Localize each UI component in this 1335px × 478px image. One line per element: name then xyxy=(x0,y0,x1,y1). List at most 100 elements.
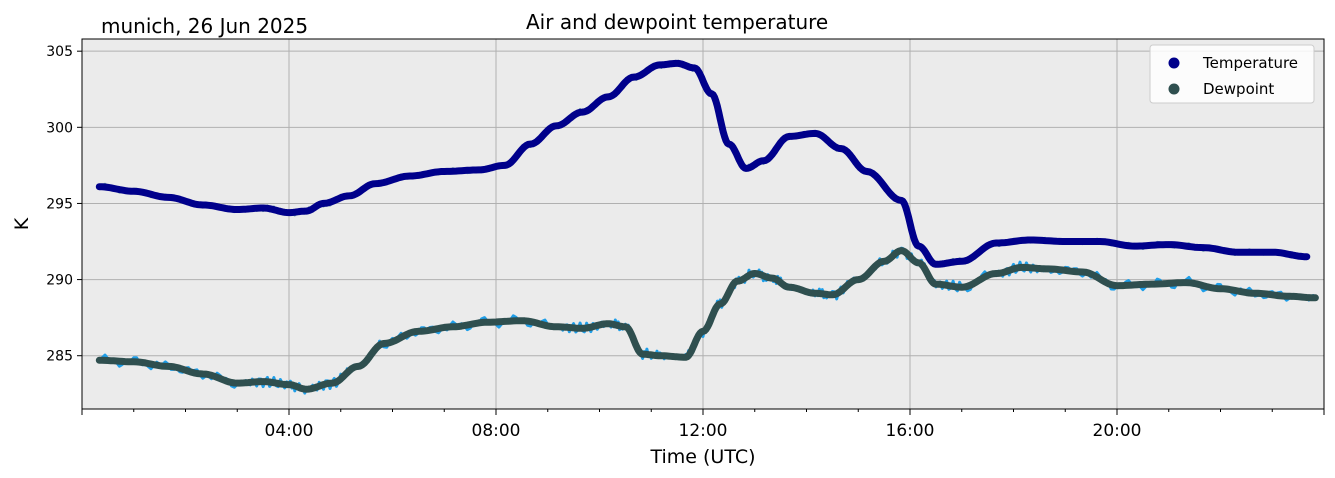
dewpoint-point xyxy=(1018,264,1026,271)
temperature-point xyxy=(234,206,241,213)
temperature-point xyxy=(837,145,845,152)
x-tick-label: 12:00 xyxy=(679,421,728,441)
dewpoint-point xyxy=(199,370,206,378)
y-tick-label: 290 xyxy=(46,273,73,289)
dewpoint-point xyxy=(354,363,362,370)
dewpoint-point xyxy=(165,363,172,370)
legend-box xyxy=(1149,44,1315,104)
dewpoint-point xyxy=(734,277,741,285)
temperature-point xyxy=(604,93,612,101)
temperature-point xyxy=(165,194,172,201)
temperature-point xyxy=(673,60,681,67)
x-tick-label: 04:00 xyxy=(265,421,314,441)
temperature-point xyxy=(579,108,586,116)
temperature-point xyxy=(1096,238,1103,245)
dewpoint-point xyxy=(1079,268,1086,276)
temperature-point xyxy=(199,201,206,209)
dewpoint-point xyxy=(1044,265,1052,273)
temperature-point xyxy=(346,192,353,200)
dewpoint-point xyxy=(786,283,793,291)
dewpoint-point xyxy=(993,270,1000,277)
dewpoint-point xyxy=(604,320,612,327)
temperature-point xyxy=(406,172,413,180)
temperature-point xyxy=(372,180,379,187)
y-axis-label: K xyxy=(11,217,33,230)
temperature-point xyxy=(527,140,534,148)
temperature-point xyxy=(725,140,733,148)
dewpoint-point xyxy=(1312,294,1319,302)
dewpoint-point xyxy=(932,280,940,288)
temperature-point xyxy=(1234,248,1241,256)
dewpoint-point xyxy=(656,352,664,359)
temperature-point xyxy=(303,207,310,215)
chart-title: Air and dewpoint temperature xyxy=(526,10,829,34)
temperature-point xyxy=(932,261,940,268)
dewpoint-point xyxy=(811,290,819,297)
temperature-point xyxy=(553,122,560,129)
temperature-point xyxy=(96,183,103,190)
dewpoint-point xyxy=(553,323,560,330)
dewpoint-point xyxy=(915,259,922,267)
legend-label: Temperature xyxy=(1202,54,1298,72)
temperature-point xyxy=(1200,244,1207,251)
legend-label: Dewpoint xyxy=(1203,80,1274,98)
dewpoint-point xyxy=(1113,282,1121,289)
temperature-point xyxy=(1062,238,1069,245)
chart-legend: Temperature Dewpoint xyxy=(1149,44,1315,104)
dewpoint-point xyxy=(622,323,629,330)
chart-subtitle: munich, 26 Jun 2025 xyxy=(101,14,309,38)
dewpoint-point xyxy=(380,340,388,347)
x-axis-label: Time (UTC) xyxy=(649,446,755,468)
dewpoint-point xyxy=(829,291,836,299)
dewpoint-point xyxy=(768,274,776,282)
temperature-point xyxy=(259,204,267,212)
temperature-point xyxy=(475,166,482,174)
temperature-point xyxy=(863,168,871,175)
dewpoint-point xyxy=(880,258,888,265)
dewpoint-point xyxy=(898,247,905,254)
temperature-point xyxy=(760,157,767,165)
temperature-point xyxy=(898,197,905,204)
temperature-point xyxy=(656,61,664,69)
dewpoint-raw-line xyxy=(98,246,1317,395)
dewpoint-point xyxy=(415,328,422,335)
dewpoint-point xyxy=(303,386,310,393)
legend-marker-temperature xyxy=(1168,57,1180,69)
temperature-point xyxy=(993,239,1000,247)
y-tick-label: 300 xyxy=(46,120,73,136)
dewpoint-point xyxy=(717,300,724,308)
dewpoint-point xyxy=(958,283,965,291)
temperature-point xyxy=(501,162,508,169)
dewpoint-point xyxy=(682,354,689,361)
dewpoint-point xyxy=(699,328,707,335)
x-tick-label: 16:00 xyxy=(886,421,935,441)
temperature-point xyxy=(915,242,922,250)
dewpoint-point xyxy=(855,276,862,283)
temperature-point xyxy=(1269,248,1276,256)
temperature-point xyxy=(441,168,448,175)
dewpoint-point xyxy=(484,319,491,326)
y-tick-label: 295 xyxy=(46,196,73,212)
temperature-point xyxy=(742,165,750,172)
legend-marker-dewpoint xyxy=(1168,83,1180,95)
dewpoint-point xyxy=(1148,280,1155,288)
temperature-point xyxy=(320,200,327,207)
dewpoint-point xyxy=(1182,279,1190,286)
dewpoint-point xyxy=(259,378,267,385)
dewpoint-point xyxy=(518,317,526,324)
x-tick-label: 20:00 xyxy=(1093,421,1142,441)
dewpoint-point xyxy=(328,379,336,387)
temperature-point xyxy=(630,73,638,81)
temperature-point xyxy=(691,64,698,72)
dewpoint-point xyxy=(579,325,586,332)
dewpoint-point xyxy=(1217,285,1224,292)
temperature-point xyxy=(285,209,293,216)
dewpoint-point xyxy=(1251,290,1259,297)
dewpoint-point xyxy=(285,381,293,388)
dewpoint-point xyxy=(449,323,457,330)
temperature-point xyxy=(786,133,793,140)
dewpoint-point xyxy=(1286,293,1293,300)
dewpoint-point xyxy=(639,350,646,358)
